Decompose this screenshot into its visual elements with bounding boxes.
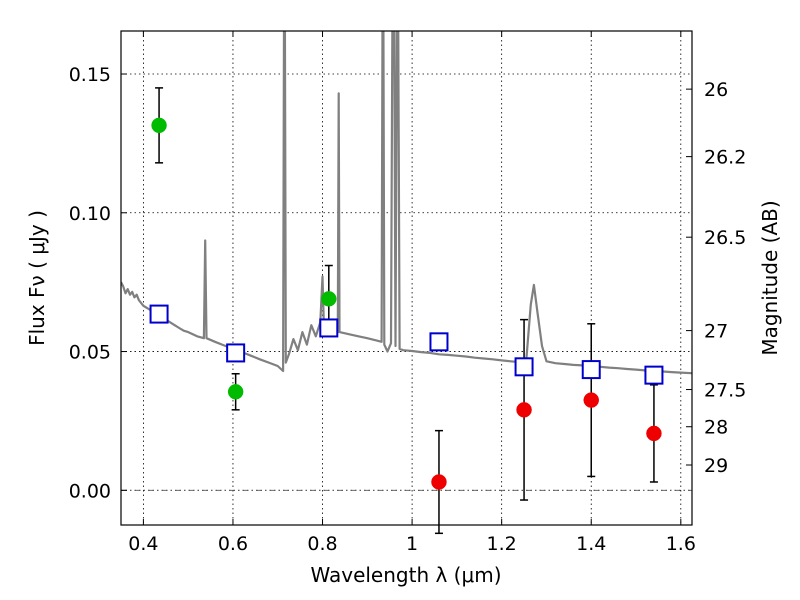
y2-tick-label: 28 bbox=[704, 417, 728, 439]
x-tick-label: 0.6 bbox=[218, 533, 248, 555]
observed-flux-point bbox=[583, 392, 599, 408]
x-axis-label: Wavelength λ (μm) bbox=[310, 563, 501, 587]
y2-tick-label: 29 bbox=[704, 455, 728, 477]
observed-flux-point bbox=[321, 291, 337, 307]
x-tick-label: 1.6 bbox=[666, 533, 696, 555]
y2-tick-label: 26.2 bbox=[704, 147, 746, 169]
observed-flux-point bbox=[227, 384, 244, 400]
plot-frame bbox=[120, 30, 693, 526]
x-tick-label: 0.8 bbox=[307, 533, 337, 555]
observed-flux-point bbox=[431, 474, 447, 490]
x-tick-label: 1.4 bbox=[576, 533, 606, 555]
observed-flux-point bbox=[516, 402, 532, 418]
x-tick-label: 1 bbox=[406, 533, 418, 555]
y-tick-label: 0.05 bbox=[69, 342, 111, 364]
x-tick-label: 1.2 bbox=[487, 533, 517, 555]
observed-flux-point bbox=[151, 117, 167, 134]
y2-tick-label: 26 bbox=[704, 79, 728, 101]
model-flux-square bbox=[149, 304, 169, 324]
model-flux-square bbox=[319, 318, 339, 338]
model-flux-square bbox=[514, 357, 534, 377]
y-axis: 0.00 0.05 0.10 0.15 bbox=[69, 64, 127, 502]
y-tick-label: 0.10 bbox=[69, 203, 111, 225]
plot-background bbox=[121, 31, 692, 525]
y2-tick-label: 26.5 bbox=[704, 227, 746, 249]
y-axis-label: Flux Fν ( μJy ) bbox=[25, 210, 49, 346]
y2-tick-label: 27.5 bbox=[704, 380, 746, 402]
data-markers bbox=[149, 117, 664, 490]
y2-tick-label: 27 bbox=[704, 321, 728, 343]
observed-flux-point bbox=[646, 425, 662, 442]
sed-model-line bbox=[121, 31, 692, 375]
y2-axis-label: Magnitude (AB) bbox=[758, 200, 782, 355]
model-flux-square bbox=[644, 365, 664, 385]
y2-axis: 26 26.2 26.5 27 27.5 28 29 bbox=[686, 79, 746, 477]
model-flux-square bbox=[429, 332, 449, 352]
y-tick-label: 0.00 bbox=[69, 480, 111, 502]
sed-curve bbox=[121, 31, 692, 375]
x-axis: 0.4 0.6 0.8 1 1.2 1.4 1.6 bbox=[128, 31, 696, 555]
model-flux-square bbox=[226, 343, 246, 363]
model-flux-square bbox=[581, 360, 601, 380]
x-tick-label: 0.4 bbox=[128, 533, 158, 555]
y-tick-label: 0.15 bbox=[69, 64, 111, 86]
